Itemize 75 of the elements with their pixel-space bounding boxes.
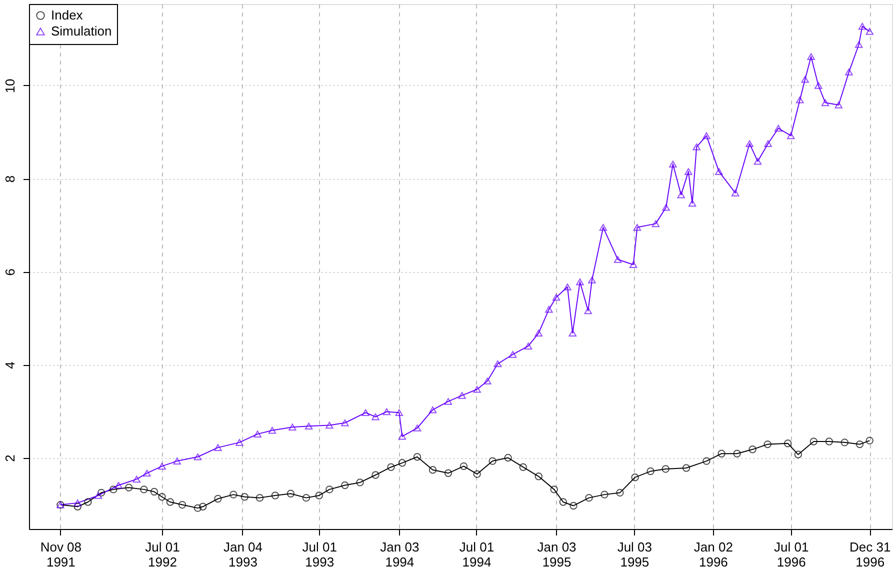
point (733, 450, 741, 458)
point (158, 493, 166, 501)
point (519, 463, 527, 471)
legend-label: Index (51, 8, 84, 22)
point (559, 498, 568, 506)
x-tick-label: Jan 04 1993 (223, 540, 263, 570)
y-tick-label: 2 (2, 454, 18, 462)
point (372, 471, 380, 479)
point (74, 502, 82, 511)
point (534, 472, 542, 480)
point (110, 486, 118, 494)
point (600, 490, 608, 498)
x-tick-label: Dec 31 1996 (850, 540, 891, 570)
point (230, 490, 238, 498)
point (125, 484, 133, 492)
point (682, 464, 690, 472)
point (825, 438, 834, 446)
point (413, 453, 422, 461)
point (550, 486, 558, 494)
point (840, 438, 849, 446)
point (166, 498, 174, 506)
point (794, 450, 802, 458)
point (214, 494, 222, 503)
point (764, 440, 772, 448)
point (387, 463, 395, 471)
x-tick-label: Jul 01 1994 (459, 540, 494, 570)
x-tick-label: Jan 03 1994 (380, 540, 420, 570)
point (194, 504, 202, 512)
y-tick-label: 8 (2, 175, 18, 183)
point (356, 478, 364, 486)
point (302, 494, 310, 502)
point (150, 488, 158, 496)
point (315, 492, 323, 500)
point (473, 470, 481, 478)
point (718, 450, 726, 458)
point (341, 481, 349, 490)
x-tick-label: Jul 01 1992 (145, 540, 180, 570)
legend-label: Simulation (51, 24, 112, 38)
y-tick-label: 10 (2, 78, 18, 94)
point (702, 457, 710, 465)
point (631, 473, 639, 482)
x-tick-label: Jan 03 1995 (537, 540, 576, 570)
point (856, 440, 864, 448)
point (271, 492, 280, 500)
point (428, 466, 437, 474)
point (570, 502, 578, 510)
point (398, 459, 406, 467)
point (178, 500, 186, 509)
point (199, 502, 207, 511)
point (140, 486, 148, 494)
point (460, 462, 468, 470)
point (326, 486, 334, 494)
point (84, 498, 92, 506)
point (444, 469, 452, 477)
point (240, 493, 248, 501)
point (488, 457, 496, 465)
x-tick-label: Jan 02 1996 (694, 540, 733, 570)
point (585, 494, 593, 502)
point (616, 488, 624, 497)
x-tick-label: Nov 08 1991 (40, 540, 82, 570)
point (646, 467, 654, 476)
point (810, 438, 818, 446)
x-tick-label: Jul 03 1995 (617, 540, 652, 570)
point (748, 446, 756, 454)
point (662, 465, 670, 473)
y-tick-label: 6 (2, 268, 18, 276)
point (784, 440, 792, 448)
point (286, 490, 295, 498)
point (504, 454, 512, 462)
y-tick-label: 4 (2, 362, 18, 369)
x-tick-label: Jul 01 1993 (302, 540, 337, 570)
point (866, 436, 874, 444)
point (97, 488, 106, 497)
x-tick-label: Jul 01 1996 (774, 540, 809, 570)
point (256, 494, 264, 502)
